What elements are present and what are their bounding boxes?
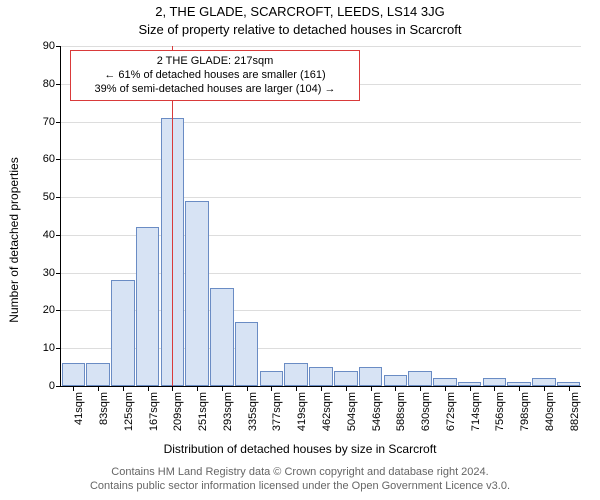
histogram-bar — [260, 371, 284, 386]
x-tick-label: 798sqm — [519, 392, 531, 431]
x-tick-label: 377sqm — [271, 392, 283, 431]
x-tick-label: 588sqm — [395, 392, 407, 431]
x-tick-mark — [271, 386, 272, 391]
histogram-bar — [62, 363, 86, 386]
y-tick-label: 20 — [43, 304, 61, 316]
x-tick-label: 882sqm — [569, 392, 581, 431]
x-tick-label: 546sqm — [371, 392, 383, 431]
x-tick-mark — [544, 386, 545, 391]
histogram-bar — [136, 227, 160, 386]
histogram-bar — [185, 201, 209, 386]
annotation-line: ← 61% of detached houses are smaller (16… — [79, 69, 351, 83]
x-tick-label: 714sqm — [470, 392, 482, 431]
x-tick-mark — [470, 386, 471, 391]
histogram-bar — [235, 322, 259, 386]
x-tick-mark — [222, 386, 223, 391]
gridline-h — [61, 159, 581, 160]
x-tick-label: 756sqm — [494, 392, 506, 431]
gridline-h — [61, 122, 581, 123]
x-tick-label: 630sqm — [420, 392, 432, 431]
x-tick-label: 125sqm — [123, 392, 135, 431]
x-tick-mark — [148, 386, 149, 391]
x-tick-label: 840sqm — [544, 392, 556, 431]
y-tick-label: 40 — [43, 229, 61, 241]
x-tick-label: 83sqm — [98, 392, 110, 425]
x-tick-label: 167sqm — [148, 392, 160, 431]
x-tick-mark — [197, 386, 198, 391]
x-tick-mark — [420, 386, 421, 391]
histogram-bar — [309, 367, 333, 386]
x-axis-label: Distribution of detached houses by size … — [0, 442, 600, 456]
histogram-bar — [532, 378, 556, 386]
footer-line-2: Contains public sector information licen… — [0, 480, 600, 492]
histogram-bar — [483, 378, 507, 386]
y-tick-label: 60 — [43, 153, 61, 165]
x-tick-mark — [494, 386, 495, 391]
y-tick-label: 50 — [43, 191, 61, 203]
histogram-bar — [359, 367, 383, 386]
annotation-box: 2 THE GLADE: 217sqm← 61% of detached hou… — [70, 50, 360, 101]
x-tick-mark — [569, 386, 570, 391]
x-tick-mark — [445, 386, 446, 391]
footer-line-1: Contains HM Land Registry data © Crown c… — [0, 466, 600, 478]
y-tick-label: 90 — [43, 40, 61, 52]
x-tick-mark — [371, 386, 372, 391]
y-tick-label: 10 — [43, 342, 61, 354]
annotation-line: 39% of semi-detached houses are larger (… — [79, 83, 351, 97]
y-axis-label: Number of detached properties — [7, 157, 21, 322]
x-tick-mark — [296, 386, 297, 391]
x-tick-mark — [247, 386, 248, 391]
gridline-h — [61, 197, 581, 198]
histogram-bar — [111, 280, 135, 386]
x-tick-label: 672sqm — [445, 392, 457, 431]
page-title-line1: 2, THE GLADE, SCARCROFT, LEEDS, LS14 3JG — [0, 4, 600, 19]
x-tick-label: 504sqm — [346, 392, 358, 431]
x-tick-mark — [172, 386, 173, 391]
histogram-bar — [408, 371, 432, 386]
x-tick-mark — [519, 386, 520, 391]
y-tick-label: 80 — [43, 78, 61, 90]
x-tick-mark — [395, 386, 396, 391]
histogram-bar — [433, 378, 457, 386]
x-tick-label: 251sqm — [197, 392, 209, 431]
histogram-bar — [86, 363, 110, 386]
gridline-h — [61, 46, 581, 47]
histogram-bar — [384, 375, 408, 386]
page-title-line2: Size of property relative to detached ho… — [0, 22, 600, 37]
x-tick-mark — [98, 386, 99, 391]
y-tick-label: 70 — [43, 116, 61, 128]
annotation-line: 2 THE GLADE: 217sqm — [79, 55, 351, 69]
histogram-bar — [334, 371, 358, 386]
x-tick-label: 462sqm — [321, 392, 333, 431]
x-tick-mark — [346, 386, 347, 391]
x-tick-label: 335sqm — [247, 392, 259, 431]
x-tick-mark — [73, 386, 74, 391]
x-tick-label: 293sqm — [222, 392, 234, 431]
y-tick-label: 30 — [43, 267, 61, 279]
x-tick-label: 419sqm — [296, 392, 308, 431]
histogram-bar — [210, 288, 234, 386]
histogram-bar — [284, 363, 308, 386]
x-tick-label: 41sqm — [73, 392, 85, 425]
y-tick-label: 0 — [49, 380, 61, 392]
x-tick-mark — [321, 386, 322, 391]
x-tick-label: 209sqm — [172, 392, 184, 431]
x-tick-mark — [123, 386, 124, 391]
